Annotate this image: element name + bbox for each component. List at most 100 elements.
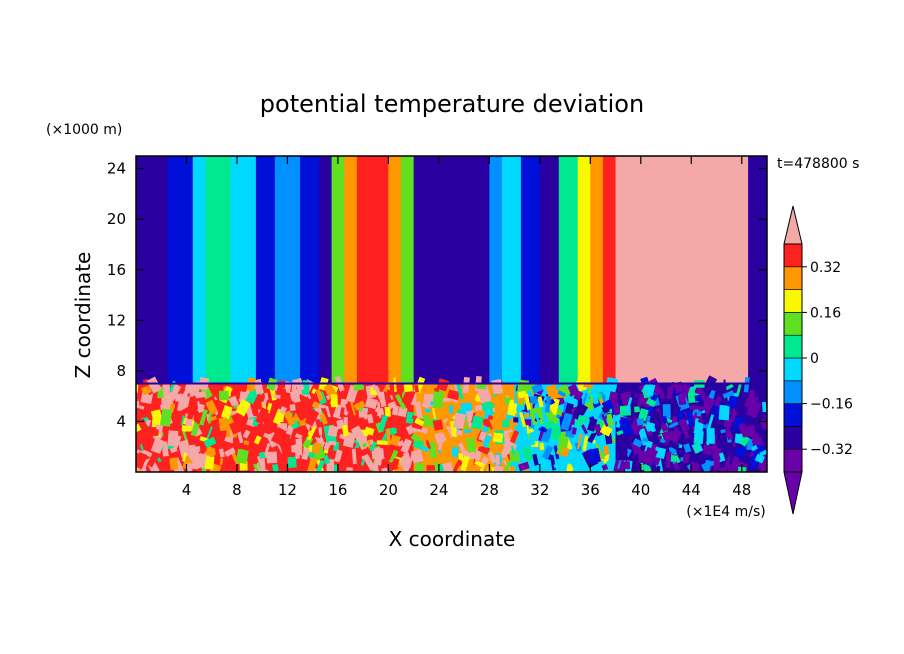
turbulence-streak	[384, 406, 392, 418]
turbulence-streak	[590, 388, 599, 405]
turbulence-streak	[182, 452, 187, 462]
turbulence-streak	[738, 422, 750, 438]
x-axis-label: X coordinate	[389, 527, 516, 551]
turbulence-streak	[195, 391, 207, 399]
contour-column	[274, 156, 301, 384]
turbulence-streak	[521, 445, 535, 462]
turbulence-streak	[402, 452, 411, 464]
colorbar-label: 0.16	[810, 305, 841, 321]
turbulence-streak	[661, 415, 668, 424]
turbulence-streak	[362, 453, 376, 471]
turbulence-streak	[358, 406, 363, 412]
turbulence-streak	[645, 421, 656, 432]
turbulence-streak	[420, 445, 430, 453]
turbulence-streak	[450, 397, 459, 403]
turbulence-streak	[481, 434, 492, 448]
y-tick-label: 4	[116, 412, 126, 430]
turbulence-streak	[181, 425, 192, 432]
contour-column	[388, 156, 402, 384]
turbulence-streak	[203, 436, 217, 448]
turbulence-streak	[517, 441, 524, 454]
turbulence-streak	[273, 394, 281, 399]
turbulence-streak	[714, 396, 722, 407]
turbulence-streak	[177, 439, 192, 458]
x-tick-label: 4	[182, 481, 192, 499]
turbulence-streak	[361, 455, 364, 460]
turbulence-streak	[307, 426, 317, 441]
turbulence-streak	[724, 427, 733, 441]
turbulence-streak	[432, 419, 444, 431]
turbulence-streak	[304, 408, 320, 427]
turbulence-streak	[228, 395, 239, 407]
contour-column	[539, 156, 560, 384]
turbulence-streak	[295, 439, 303, 456]
turbulence-streak	[199, 409, 208, 426]
turbulence-streak	[405, 411, 415, 424]
turbulence-streak	[242, 429, 251, 439]
turbulence-streak	[713, 455, 720, 471]
turbulence-streak	[436, 432, 447, 444]
turbulence-streak	[534, 412, 542, 429]
turbulence-streak	[553, 445, 560, 460]
x-tick-label: 24	[429, 481, 448, 499]
turbulence-streak	[547, 407, 564, 425]
turbulence-streak	[701, 375, 718, 395]
turbulence-streak	[527, 433, 531, 439]
turbulence-streak	[334, 449, 343, 463]
contour-column	[331, 156, 345, 384]
turbulence-streak	[414, 417, 425, 427]
turbulence-streak	[601, 464, 609, 471]
turbulence-streak	[751, 444, 758, 452]
turbulence-streak	[172, 435, 182, 452]
contour-column	[255, 156, 276, 384]
turbulence-streak	[374, 385, 384, 403]
turbulence-streak	[759, 449, 767, 457]
turbulence-streak	[519, 412, 527, 428]
turbulence-streak	[544, 420, 556, 430]
turbulence-streak	[474, 460, 485, 468]
turbulence-streak	[263, 432, 272, 439]
turbulence-streak	[213, 396, 218, 401]
turbulence-streak	[162, 383, 171, 398]
turbulence-streak	[526, 424, 530, 435]
turbulence-streak	[353, 400, 366, 411]
turbulence-streak	[501, 450, 507, 458]
turbulence-streak	[509, 450, 520, 463]
turbulence-streak	[702, 444, 713, 456]
turbulence-streak	[662, 404, 671, 419]
turbulence-streak	[651, 410, 663, 427]
turbulence-streak	[378, 414, 389, 432]
turbulence-streak	[481, 425, 489, 433]
colorbar-band	[783, 289, 803, 313]
turbulence-streak	[449, 405, 453, 414]
turbulence-streak	[525, 438, 536, 447]
turbulence-streak	[706, 428, 715, 444]
turbulence-streak	[325, 395, 331, 401]
turbulence-streak	[734, 433, 742, 444]
turbulence-streak	[612, 413, 622, 422]
turbulence-streak	[410, 449, 424, 464]
turbulence-streak	[599, 424, 613, 437]
turbulence-streak	[724, 456, 731, 470]
turbulence-streak	[451, 383, 456, 391]
turbulence-streak	[142, 449, 153, 458]
turbulence-streak	[330, 394, 338, 408]
turbulence-streak	[763, 414, 767, 419]
turbulence-streak	[560, 412, 573, 431]
turbulence-streak	[386, 389, 393, 397]
turbulence-streak	[436, 450, 449, 461]
turbulence-streak	[271, 463, 280, 472]
turbulence-streak	[339, 407, 345, 418]
turbulence-streak	[319, 413, 329, 425]
turbulence-streak	[603, 445, 610, 456]
turbulence-streak	[761, 419, 767, 430]
turbulence-streak	[695, 439, 699, 454]
turbulence-streak	[403, 383, 414, 393]
contour-column	[748, 156, 767, 384]
turbulence-streak	[414, 401, 423, 419]
turbulence-streak	[694, 394, 702, 402]
turbulence-streak	[475, 404, 483, 411]
turbulence-streak	[675, 406, 682, 415]
turbulence-streak	[668, 427, 675, 432]
time-label: t=478800 s	[777, 156, 859, 172]
